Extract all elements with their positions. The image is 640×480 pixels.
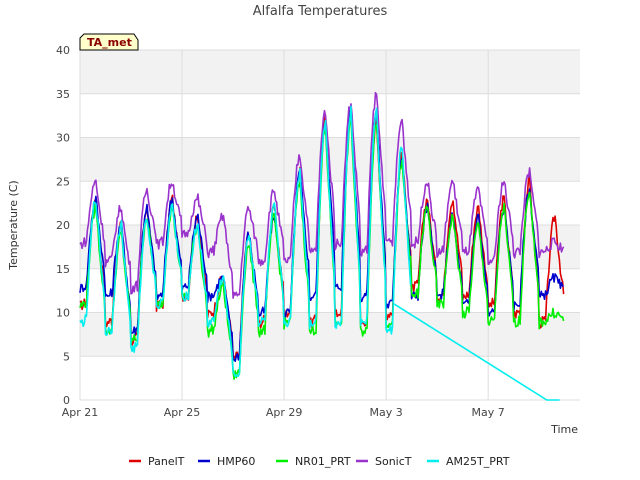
x-tick-label: May 3 bbox=[369, 406, 402, 419]
y-tick-label: 0 bbox=[63, 394, 70, 407]
x-tick-label: Apr 29 bbox=[266, 406, 303, 419]
series-line-am25t-prt bbox=[79, 105, 412, 378]
badge-label: TA_met bbox=[87, 36, 132, 49]
x-tick-label: Apr 25 bbox=[164, 406, 201, 419]
y-tick-label: 30 bbox=[56, 132, 70, 145]
grid-lines bbox=[79, 49, 580, 401]
station-badge: TA_met bbox=[79, 33, 139, 51]
legend-label: NR01_PRT bbox=[295, 455, 351, 468]
y-tick-label: 20 bbox=[56, 219, 70, 232]
legend-label: AM25T_PRT bbox=[446, 455, 510, 468]
y-tick-label: 5 bbox=[63, 350, 70, 363]
y-axis-label: Temperature (C) bbox=[7, 180, 20, 270]
series-tail-am25t-prt bbox=[393, 303, 560, 401]
grid-band bbox=[80, 50, 580, 94]
x-tick-label: May 7 bbox=[472, 406, 505, 419]
badge-shape bbox=[79, 33, 139, 51]
chart-title: Alfalfa Temperatures bbox=[253, 4, 388, 19]
grid-band bbox=[80, 312, 580, 357]
legend-label: PanelT bbox=[148, 455, 185, 468]
y-tick-label: 40 bbox=[56, 44, 70, 57]
y-tick-label: 15 bbox=[56, 263, 70, 276]
series-lines bbox=[79, 91, 565, 401]
y-axis-ticks: 0 5 10 15 20 25 30 35 40 bbox=[56, 44, 70, 407]
legend-label: HMP60 bbox=[217, 455, 255, 468]
series-line-sonict bbox=[79, 91, 565, 299]
y-tick-label: 25 bbox=[56, 175, 70, 188]
y-tick-label: 35 bbox=[56, 88, 70, 101]
x-tick-label: Apr 21 bbox=[62, 406, 99, 419]
legend-label: SonicT bbox=[375, 455, 412, 468]
x-axis-label: Time bbox=[550, 423, 578, 436]
legend: PanelT HMP60 NR01_PRT SonicT AM25T_PRT bbox=[129, 455, 510, 468]
x-axis-ticks: Apr 21 Apr 25 Apr 29 May 3 May 7 bbox=[62, 406, 505, 419]
y-tick-label: 10 bbox=[56, 307, 70, 320]
